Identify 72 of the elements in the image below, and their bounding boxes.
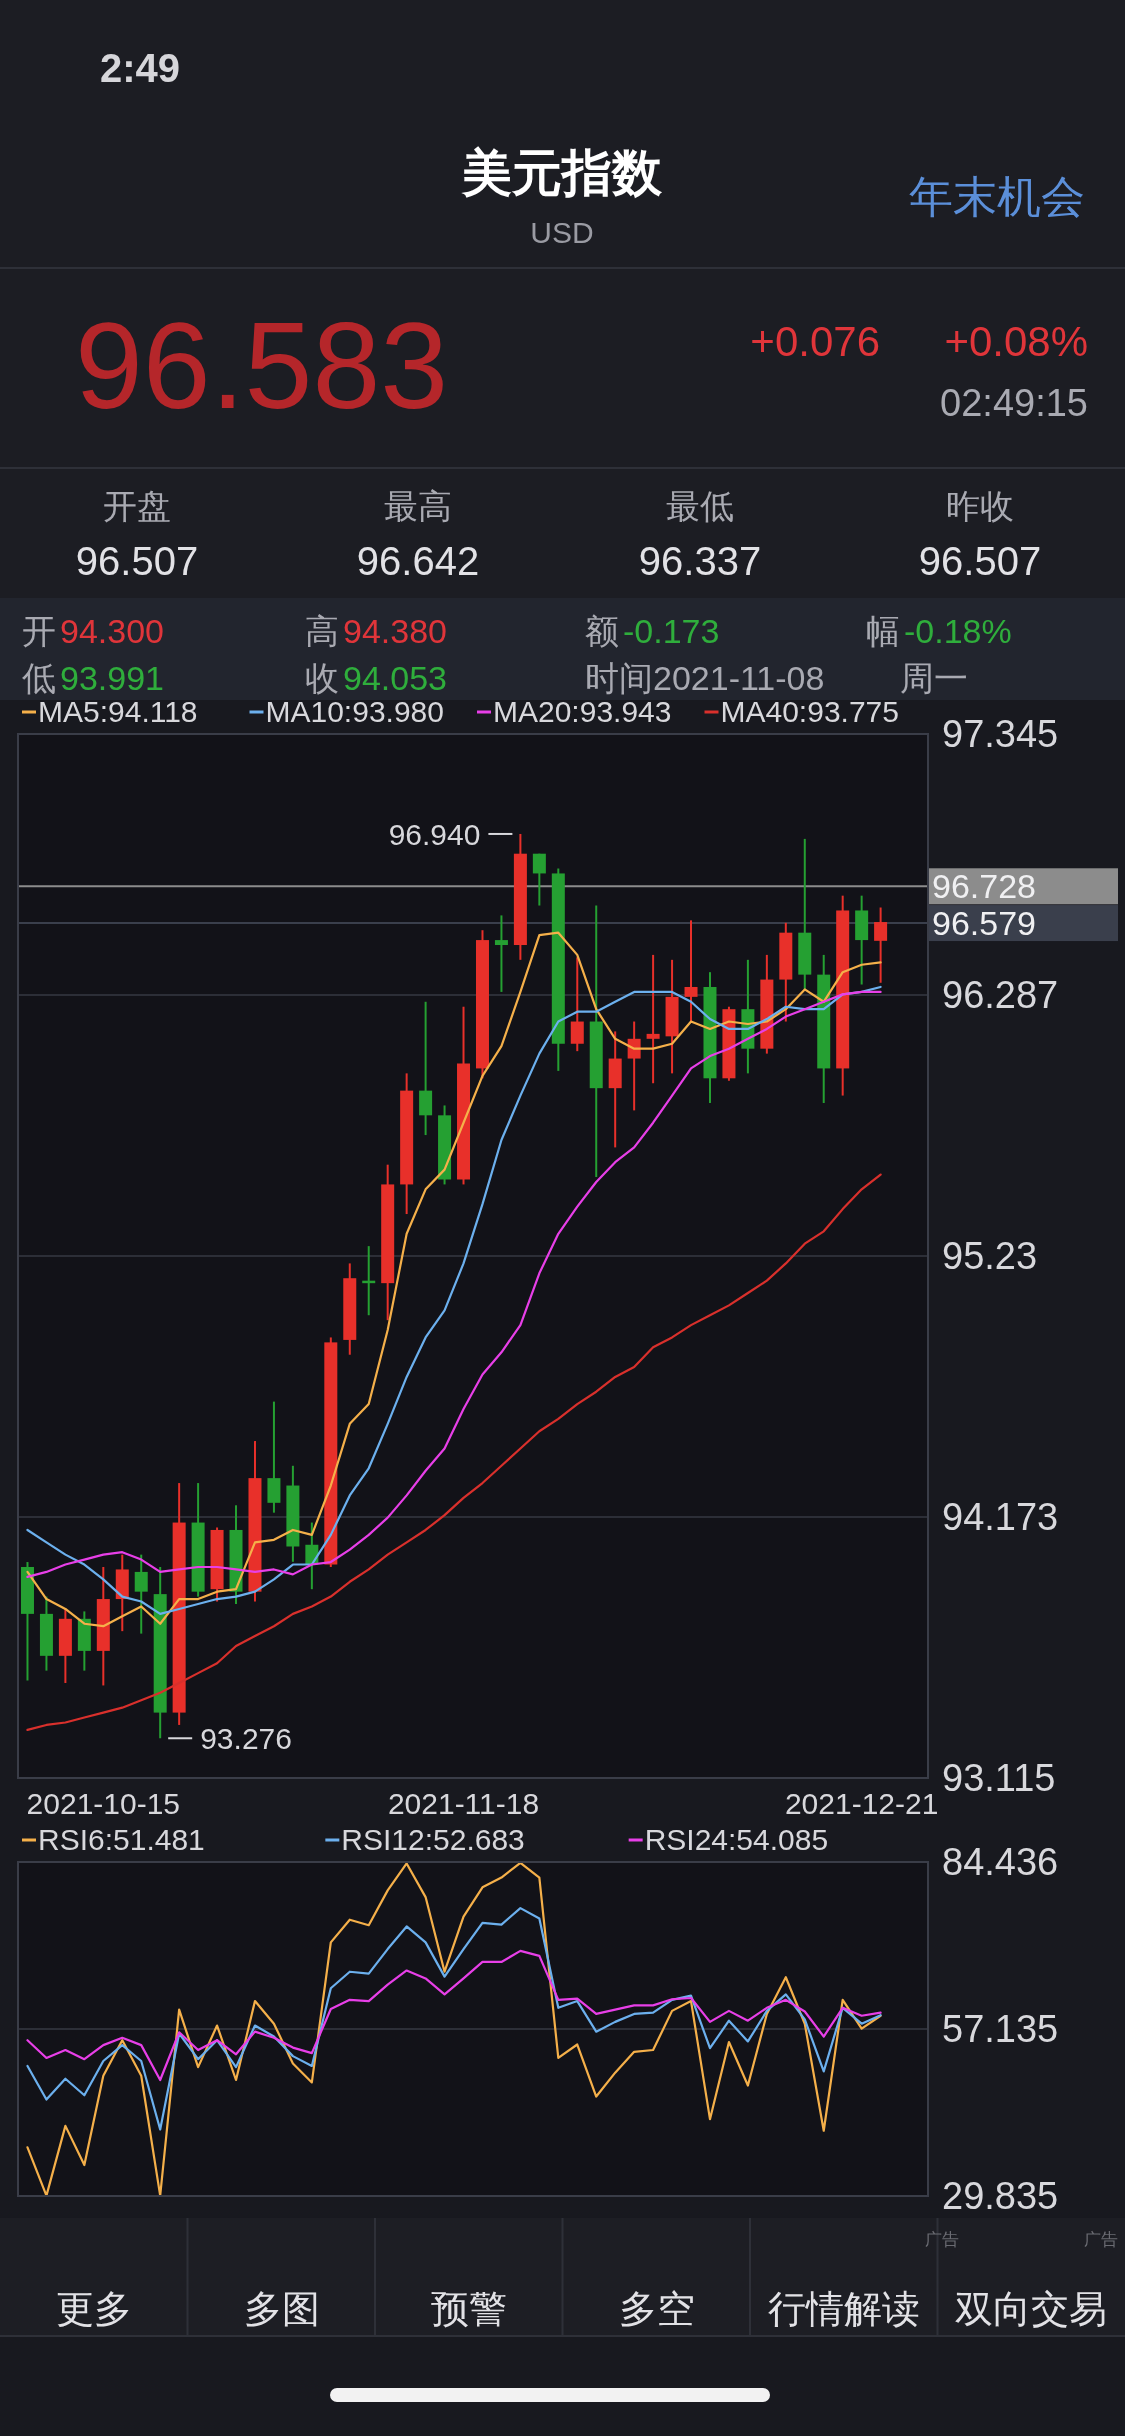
ref-line-label: 96.728: [932, 867, 1036, 906]
line-series: [26, 1173, 882, 1731]
legend-label: MA10:93.980: [265, 695, 444, 728]
legend-label: RSI6:51.481: [38, 1823, 205, 1856]
text: 94.380: [343, 612, 447, 650]
text: 低: [22, 659, 56, 697]
text: 94.053: [343, 659, 447, 697]
text: 96.642: [356, 539, 480, 583]
x-tick-label: 2021-11-18: [387, 1787, 540, 1820]
text: 美元指数: [461, 145, 663, 201]
text: 高: [305, 612, 339, 650]
text: -0.173: [623, 612, 720, 650]
annotation: 96.940: [388, 817, 481, 851]
line-series: [26, 1861, 882, 2197]
candlestick: [494, 914, 508, 993]
y-tick-label: 96.287: [942, 974, 1059, 1017]
annotation: 93.276: [200, 1722, 292, 1756]
x-tick-label: 2021-10-15: [26, 1787, 181, 1820]
text: 额: [585, 612, 619, 650]
ref-line-label: 96.579: [932, 904, 1036, 943]
text: 周一: [900, 659, 968, 697]
candlestick: [627, 1020, 641, 1112]
y-tick-label: 97.345: [942, 713, 1059, 755]
y-tick-label: 93.115: [942, 1757, 1056, 1799]
candlestick: [684, 919, 698, 1023]
text: 开: [22, 612, 56, 650]
candlestick: [570, 956, 584, 1053]
candlestick: [874, 906, 888, 984]
text: 时间2021-11-08: [585, 659, 825, 697]
candlestick: [646, 953, 660, 1085]
text: 96.507: [918, 539, 1042, 583]
text: +0.076: [750, 318, 880, 365]
text: 开盘: [103, 487, 171, 525]
text: 96.507: [75, 539, 199, 583]
candlestick: [134, 1553, 148, 1635]
text: 更多: [56, 2288, 132, 2330]
text: 行情解读: [768, 2288, 920, 2330]
text: 最高: [384, 487, 452, 525]
text: +0.08%: [944, 318, 1088, 365]
legend-label: MA40:93.775: [720, 695, 899, 728]
text: 年末机会: [909, 172, 1085, 221]
text: 双向交易: [955, 2288, 1107, 2330]
legend-label: MA20:93.943: [493, 695, 672, 728]
text: 收: [305, 659, 339, 697]
text: 昨收: [946, 487, 1014, 525]
text: 96.337: [638, 539, 762, 583]
legend-label: RSI24:54.085: [644, 1823, 829, 1856]
text: 广告: [925, 2230, 959, 2249]
text: 93.991: [60, 659, 164, 697]
text: 广告: [1084, 2230, 1118, 2249]
text: 多空: [619, 2288, 695, 2330]
text: 多图: [244, 2288, 320, 2330]
text: USD: [530, 216, 594, 249]
text: 预警: [431, 2288, 507, 2330]
text: 94.300: [60, 612, 164, 650]
text: 最低: [666, 487, 734, 525]
y-tick-label: 84.436: [942, 1841, 1059, 1883]
x-tick-label: 2021-12-21: [784, 1787, 939, 1820]
line-series: [26, 1907, 882, 2131]
text: -0.18%: [904, 612, 1012, 650]
text: 02:49:15: [940, 382, 1088, 424]
text: 96.583: [75, 298, 449, 434]
y-tick-label: 94.173: [942, 1495, 1059, 1538]
y-tick-label: 29.835: [942, 2175, 1059, 2217]
candlestick: [532, 852, 546, 907]
text: 2:49: [99, 46, 181, 90]
text: 幅: [866, 612, 900, 650]
y-tick-label: 95.23: [942, 1235, 1038, 1277]
legend-label: MA5:94.118: [38, 695, 198, 728]
line-series: [26, 1949, 882, 2082]
legend-label: RSI12:52.683: [341, 1823, 525, 1856]
y-tick-label: 57.135: [942, 2008, 1059, 2050]
